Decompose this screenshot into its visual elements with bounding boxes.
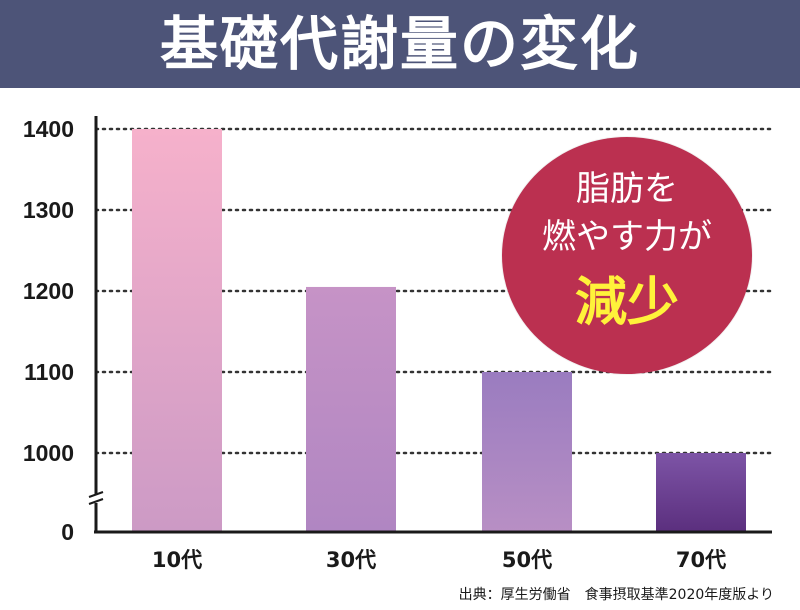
y-tick-label: 1400 bbox=[23, 116, 74, 142]
axes bbox=[88, 116, 772, 534]
y-tick-label: 1100 bbox=[24, 359, 74, 385]
bar bbox=[306, 286, 396, 532]
y-tick-label: 1300 bbox=[23, 197, 74, 223]
y-tick-label: 1200 bbox=[23, 278, 74, 304]
axis-break-gap bbox=[90, 494, 102, 503]
x-tick-label: 70代 bbox=[676, 548, 726, 572]
axis-break-mark bbox=[88, 498, 104, 505]
y-tick-labels: 1400 1300 1200 1100 1000 0 bbox=[23, 116, 74, 545]
x-tick-label: 50代 bbox=[502, 548, 552, 572]
page-title: 基礎代謝量の変化 bbox=[159, 10, 640, 78]
y-tick-label: 1000 bbox=[23, 440, 74, 466]
bar bbox=[132, 129, 222, 532]
badge-line-2: 燃やす力が bbox=[542, 217, 712, 257]
y-tick-label: 0 bbox=[61, 519, 74, 545]
x-tick-label: 10代 bbox=[152, 548, 202, 572]
bars bbox=[132, 129, 746, 532]
bar bbox=[656, 453, 746, 532]
x-tick-labels: 10代 30代 50代 70代 bbox=[152, 548, 726, 572]
badge-line-1: 脂肪を bbox=[576, 169, 678, 209]
axis-break-mark bbox=[88, 491, 104, 498]
x-tick-label: 30代 bbox=[326, 548, 376, 572]
callout-badge: 脂肪を 燃やす力が 減少 bbox=[502, 137, 752, 374]
title-banner bbox=[0, 0, 800, 88]
badge-line-3: 減少 bbox=[574, 272, 679, 333]
bar bbox=[482, 372, 572, 532]
source-note: 出典：厚生労働省 食事摂取基準2020年度版より bbox=[458, 587, 774, 603]
